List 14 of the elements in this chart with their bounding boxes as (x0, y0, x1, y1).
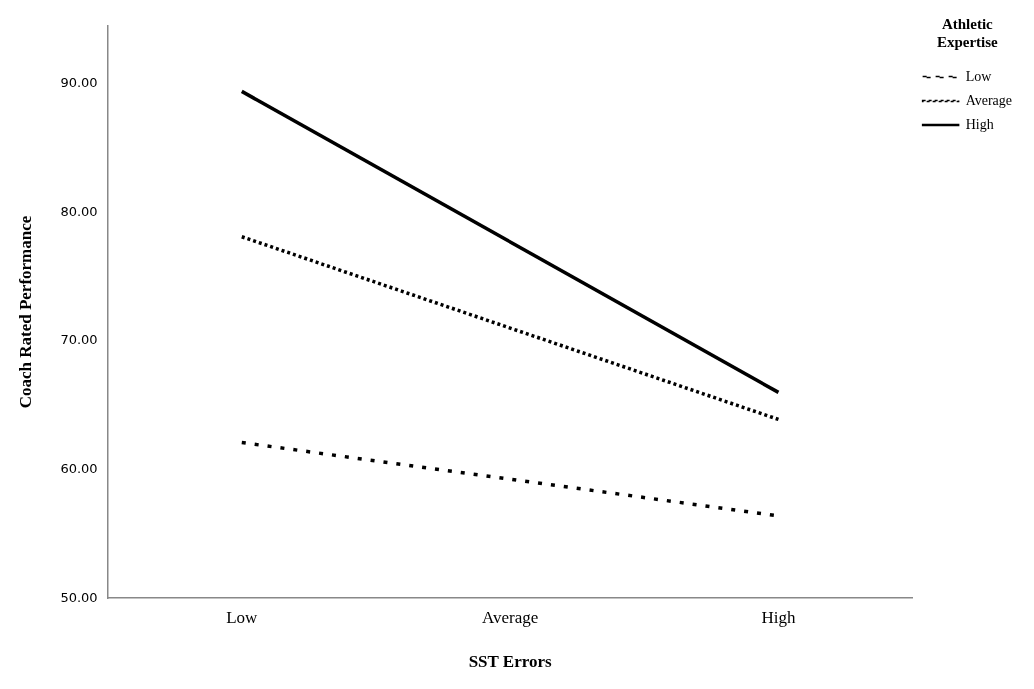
x-tick-label: Low (226, 607, 259, 627)
x-tick-label: High (761, 607, 796, 627)
y-tick-label: 70.00 (60, 332, 98, 348)
y-tick-label: 80.00 (60, 203, 98, 219)
legend-title: Athletic Expertise (936, 16, 999, 51)
y-tick-label: 90.00 (60, 75, 98, 91)
y-axis-title: Coach Rated Performance (15, 215, 35, 409)
legend-label: Average (965, 92, 1012, 108)
y-tick-label: 50.00 (60, 589, 98, 605)
x-tick-label: Average (481, 607, 539, 627)
y-tick-label: 60.00 (60, 460, 98, 476)
legend-label: Low (965, 68, 993, 84)
x-axis-title: SST Errors (468, 652, 552, 672)
legend-label: High (965, 116, 994, 132)
